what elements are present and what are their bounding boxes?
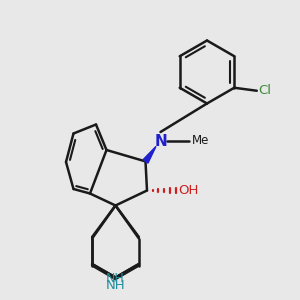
Polygon shape bbox=[143, 146, 156, 163]
Text: OH: OH bbox=[178, 184, 199, 197]
Text: Me: Me bbox=[192, 134, 210, 148]
Text: NH: NH bbox=[106, 279, 125, 292]
Text: NH: NH bbox=[106, 272, 125, 286]
Text: Cl: Cl bbox=[258, 84, 271, 97]
Text: N: N bbox=[154, 134, 167, 148]
